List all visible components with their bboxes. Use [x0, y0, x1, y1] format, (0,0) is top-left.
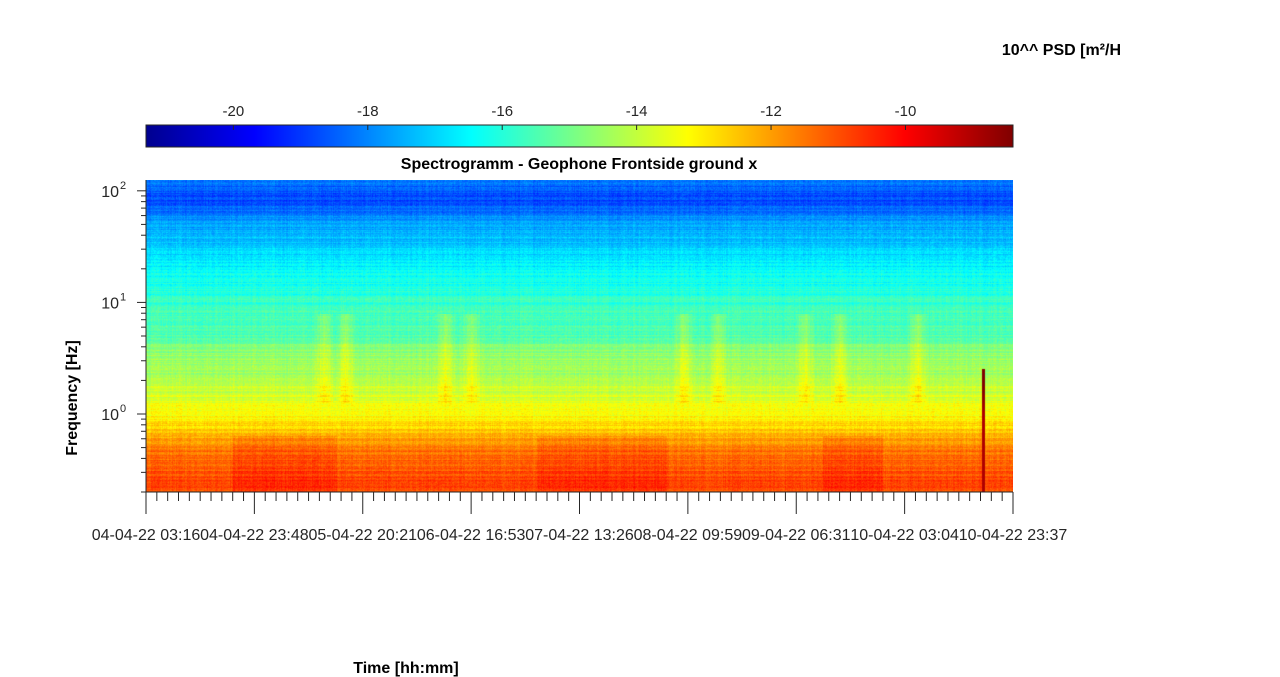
x-tick-label: 09-04-22 06:31	[742, 527, 851, 544]
x-tick-label: 10-04-22 23:37	[959, 527, 1068, 544]
y-tick-exponent: 2	[120, 180, 126, 192]
colorbar: -20 -18 -16 -14 -12 -10	[145, 103, 1014, 148]
x-axis-ticks: 04-04-22 03:16 04-04-22 23:48 05-04-22 20:…	[92, 492, 1068, 544]
colorbar-frame	[145, 124, 1014, 148]
x-tick-label: 06-04-22 16:53	[417, 527, 526, 544]
colorbar-label: 10^^ PSD [m²/H	[1002, 42, 1121, 59]
colorbar-tick-label: -12	[760, 103, 782, 120]
colorbar-tick-label: -20	[223, 103, 245, 120]
chart-title: Spectrogramm - Geophone Frontside ground…	[401, 156, 758, 173]
y-tick-base: 10	[101, 407, 119, 424]
x-tick-label: 10-04-22 03:04	[850, 527, 959, 544]
y-tick-label: 10	[101, 295, 119, 312]
y-tick-exponent: 1	[120, 291, 126, 303]
y-tick-base: 10	[101, 295, 119, 312]
colorbar-gradient	[146, 125, 1013, 147]
x-tick-label: 04-04-22 03:16	[92, 527, 201, 544]
x-tick-label: 08-04-22 09:59	[634, 527, 743, 544]
y-tick-base: 10	[101, 184, 119, 201]
y-tick-label: 10	[101, 184, 119, 201]
y-axis-label: Frequency [Hz]	[64, 340, 81, 456]
colorbar-tick-label: -18	[357, 103, 379, 120]
y-tick-label: 10	[101, 407, 119, 424]
x-tick-label: 04-04-22 23:48	[200, 527, 309, 544]
colorbar-tick-label: -16	[491, 103, 513, 120]
y-tick-exponent: 0	[120, 403, 126, 415]
colorbar-ticks: -20 -18 -16 -14 -12 -10	[223, 103, 917, 130]
x-axis-label: Time [hh:mm]	[353, 660, 458, 677]
spectrogram-heatmap	[146, 180, 1013, 492]
colorbar-tick-label: -14	[626, 103, 648, 120]
colorbar-tick-label: -10	[895, 103, 917, 120]
x-tick-label: 05-04-22 20:21	[308, 527, 417, 544]
x-tick-label: 07-04-22 13:26	[525, 527, 634, 544]
